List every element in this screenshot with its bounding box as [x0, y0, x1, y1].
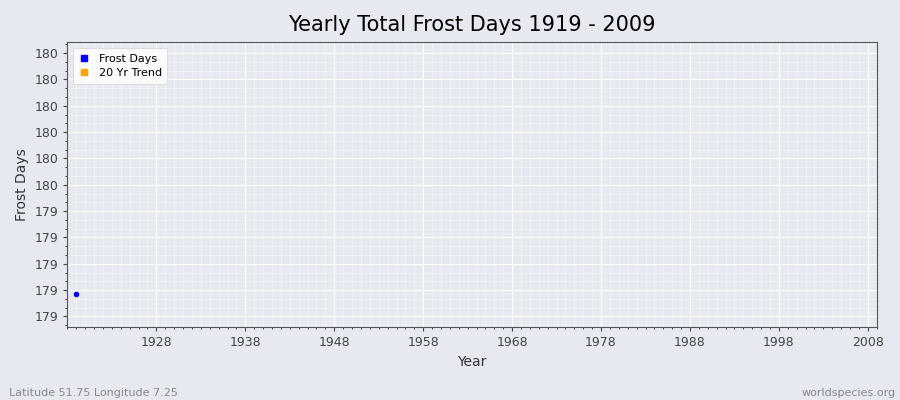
Y-axis label: Frost Days: Frost Days	[15, 148, 29, 221]
Text: Latitude 51.75 Longitude 7.25: Latitude 51.75 Longitude 7.25	[9, 388, 178, 398]
Legend: Frost Days, 20 Yr Trend: Frost Days, 20 Yr Trend	[73, 48, 167, 84]
X-axis label: Year: Year	[457, 355, 487, 369]
Title: Yearly Total Frost Days 1919 - 2009: Yearly Total Frost Days 1919 - 2009	[288, 15, 656, 35]
Text: worldspecies.org: worldspecies.org	[801, 388, 896, 398]
